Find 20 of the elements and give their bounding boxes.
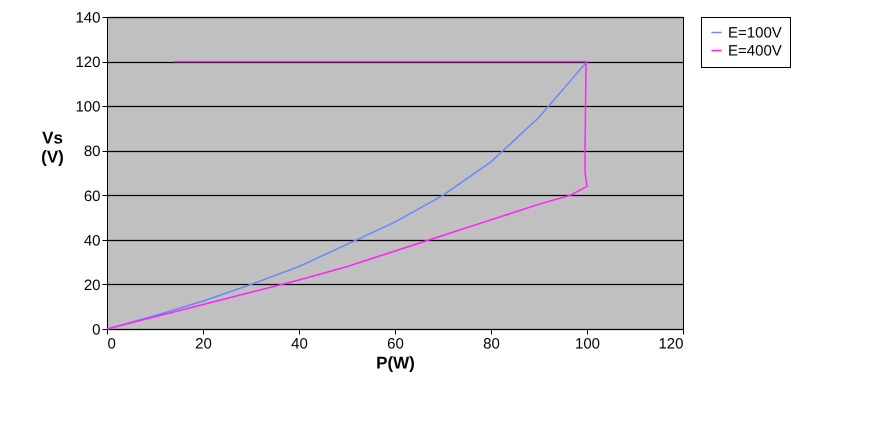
x-tick-label: 40 xyxy=(291,336,308,352)
y-tick-label: 120 xyxy=(75,54,100,72)
y-tick-label: 80 xyxy=(84,143,100,160)
y-tick-label: 100 xyxy=(75,98,100,116)
y-axis-title: Vs (V) xyxy=(41,128,64,166)
y-tick-label: 40 xyxy=(84,232,100,250)
y-tick-label: 20 xyxy=(84,276,100,294)
x-tick-label: 80 xyxy=(483,336,500,352)
x-tick-label: 20 xyxy=(195,336,212,352)
y-tick-label: 60 xyxy=(84,188,100,205)
x-tick-label: 0 xyxy=(108,336,116,352)
legend-label: E=100V xyxy=(728,24,782,42)
x-axis-title: P(W) xyxy=(376,354,415,372)
x-tick-label: 60 xyxy=(387,336,404,352)
x-tick-label: 100 xyxy=(574,336,600,352)
line-series xyxy=(106,60,588,330)
y-tick-label: 0 xyxy=(92,322,100,338)
x-tick-label: 120 xyxy=(658,336,684,352)
legend-label: E=400V xyxy=(728,42,782,60)
y-tick-label: 140 xyxy=(75,10,100,26)
